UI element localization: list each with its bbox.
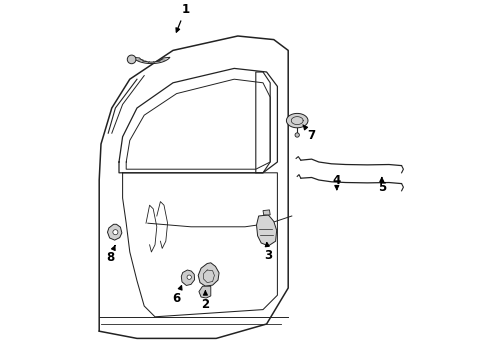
Circle shape [295,133,299,137]
Polygon shape [198,263,219,286]
Polygon shape [107,224,122,240]
Text: 5: 5 [378,177,386,194]
Polygon shape [133,57,170,64]
Polygon shape [199,286,211,298]
Text: 2: 2 [201,291,209,311]
Text: 4: 4 [333,174,341,190]
Circle shape [113,230,118,235]
Polygon shape [257,215,277,246]
Circle shape [187,275,192,279]
Text: 6: 6 [172,286,182,305]
Polygon shape [287,113,308,128]
Text: 8: 8 [106,246,115,264]
Polygon shape [263,210,270,215]
Polygon shape [181,270,195,285]
Circle shape [127,55,136,64]
Polygon shape [99,36,288,338]
Text: 7: 7 [303,125,316,141]
Text: 3: 3 [264,243,272,262]
Text: 1: 1 [176,3,190,32]
